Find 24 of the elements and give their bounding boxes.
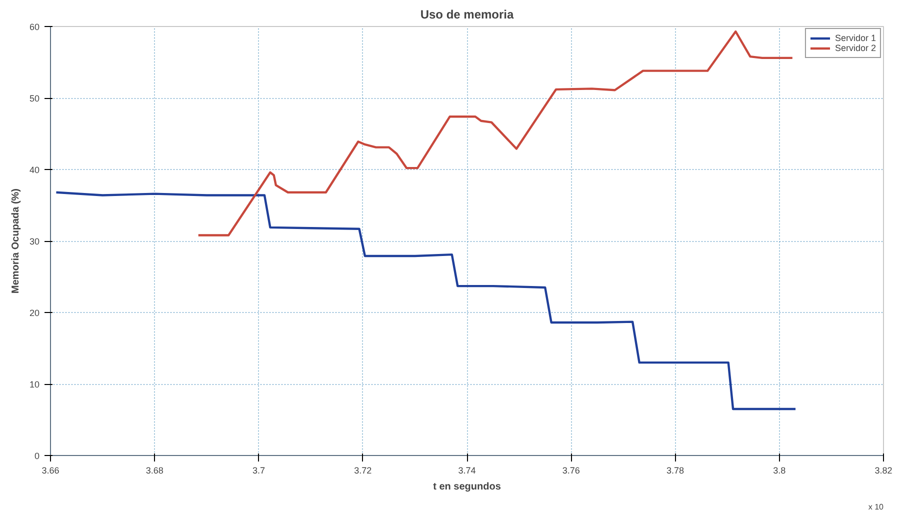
x-tick-label: 3.7 — [252, 466, 266, 476]
y-tick-label: 30 — [29, 236, 40, 246]
y-axis-title: Memoria Ocupada (%) — [10, 188, 22, 294]
y-tick-label: 40 — [29, 165, 40, 175]
text: x 10 — [868, 502, 884, 512]
legend-label: Servidor 1 — [834, 33, 876, 43]
line-series — [197, 30, 794, 236]
y-tick-label: 10 — [29, 380, 40, 390]
x-tick-label: 3.66 — [42, 466, 60, 476]
x-tick-label: 3.76 — [562, 466, 580, 476]
x-tick-label: 3.78 — [666, 466, 684, 476]
x-tick-label: 3.74 — [458, 466, 476, 476]
y-tick-label: 20 — [29, 308, 40, 318]
x-tick-label: 3.8 — [773, 466, 786, 476]
y-tick-label: 0 — [34, 451, 40, 461]
x-tick-label: 3.68 — [146, 466, 164, 476]
x-tick-label: 3.82 — [874, 466, 892, 476]
x-tick-label: 3.72 — [354, 466, 372, 476]
y-tick-label: 50 — [29, 94, 40, 104]
y-tick-label: 60 — [29, 22, 40, 32]
x-axis-title: t en segundos — [433, 482, 502, 492]
chart-title: Uso de memoria — [420, 8, 514, 22]
line-series — [55, 191, 797, 410]
legend-label: Servidor 2 — [834, 43, 876, 53]
